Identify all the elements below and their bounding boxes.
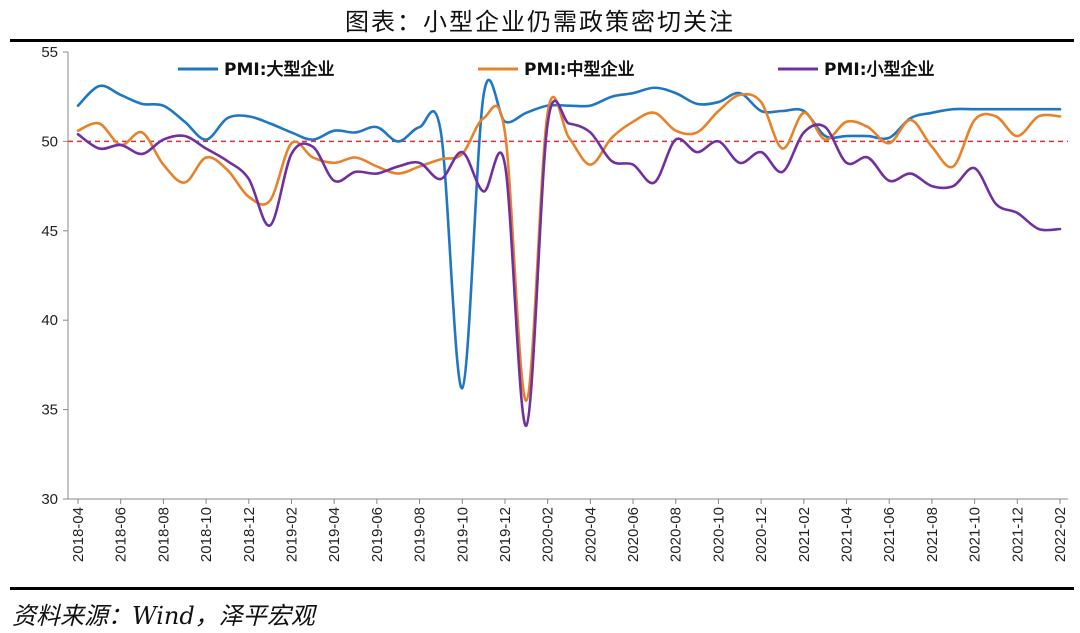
x-tick-label: 2019-04: [326, 507, 343, 562]
x-tick-label: 2019-08: [412, 507, 429, 562]
series-line-2: [76, 99, 1062, 428]
x-tick-label: 2020-06: [625, 507, 642, 562]
x-tick-label: 2019-10: [454, 507, 471, 562]
x-tick-label: 2020-12: [753, 507, 770, 562]
series-lines: [76, 78, 1062, 428]
y-tick-label: 50: [41, 133, 58, 150]
x-tick-label: 2018-04: [70, 507, 87, 562]
x-tick-label: 2019-06: [369, 507, 386, 562]
x-tick-label: 2021-02: [796, 507, 813, 562]
x-tick-label: 2021-04: [839, 507, 856, 562]
bottom-rule: [10, 587, 1074, 590]
x-tick-label: 2018-12: [241, 507, 258, 562]
y-tick-label: 30: [41, 491, 58, 508]
y-tick-label: 55: [41, 44, 58, 61]
legend-label-1: PMI:中型企业: [524, 59, 635, 80]
source-note: 资料来源：Wind，泽平宏观: [12, 602, 315, 630]
x-tick-label: 2021-08: [924, 507, 941, 562]
top-rule: [10, 39, 1074, 42]
x-tick-label: 2021-06: [881, 507, 898, 562]
x-tick-label: 2021-10: [967, 507, 984, 562]
x-tick-label: 2020-02: [540, 507, 557, 562]
x-tick-label: 2021-12: [1009, 507, 1026, 562]
x-tick-label: 2020-04: [582, 507, 599, 562]
x-tick-label: 2019-12: [497, 507, 514, 562]
x-tick-label: 2020-10: [710, 507, 727, 562]
x-tick-label: 2018-10: [198, 507, 215, 562]
legend-label-0: PMI:大型企业: [224, 59, 335, 80]
y-tick-label: 40: [41, 312, 58, 329]
chart-title: 图表：小型企业仍需政策密切关注: [345, 8, 735, 36]
legend-label-2: PMI:小型企业: [824, 59, 935, 80]
x-tick-label: 2018-08: [155, 507, 172, 562]
y-tick-label: 35: [41, 402, 58, 419]
series-line-0: [76, 78, 1062, 390]
y-tick-label: 45: [41, 223, 58, 240]
legend: PMI:大型企业 PMI:中型企业 PMI:小型企业: [178, 59, 935, 80]
x-tick-label: 2019-02: [283, 507, 300, 562]
series-line-1: [76, 92, 1062, 402]
x-tick-label: 2022-02: [1052, 507, 1069, 562]
axes: 30 35 40 45 50 55 2018-04 2018-06 2018-08 2018-10…: [41, 44, 1069, 562]
x-tick-label: 2018-06: [113, 507, 130, 562]
x-tick-label: 2020-08: [668, 507, 685, 562]
